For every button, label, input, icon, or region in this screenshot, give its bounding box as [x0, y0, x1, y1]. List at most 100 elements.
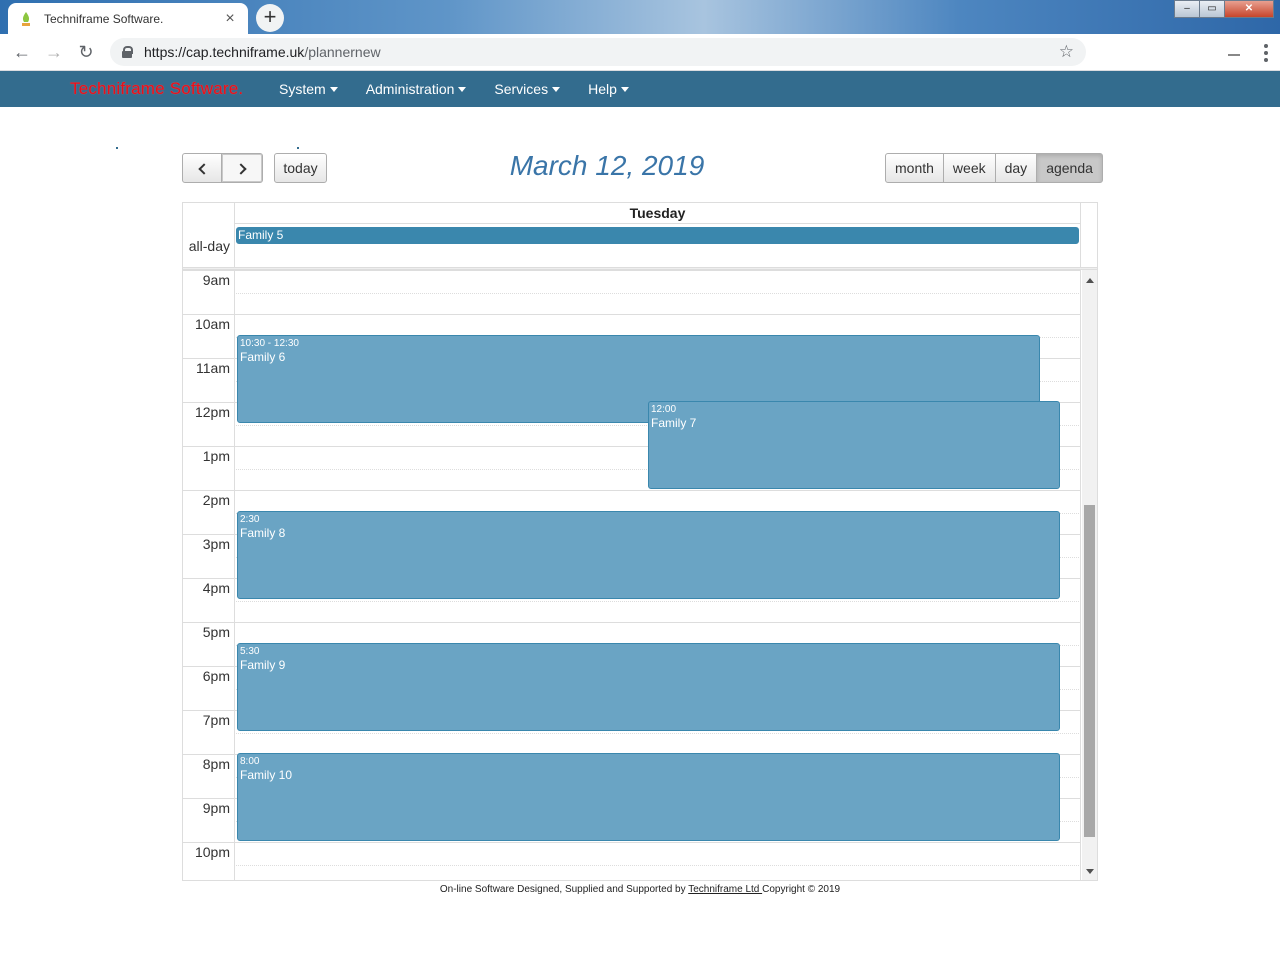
view-day-button[interactable]: day [994, 153, 1038, 183]
view-agenda-button[interactable]: agenda [1036, 153, 1103, 183]
url-host: https://cap.techniframe.uk [144, 44, 305, 60]
browser-tab[interactable]: Techniframe Software. × [8, 3, 248, 34]
scroll-down-arrow-icon[interactable] [1086, 869, 1094, 874]
address-bar[interactable]: https://cap.techniframe.uk/plannernew ☆ [110, 38, 1086, 66]
event-time: 2:30 [240, 514, 260, 525]
prev-button[interactable] [182, 153, 222, 183]
footer-company-link[interactable]: Techniframe Ltd [688, 884, 763, 895]
view-switcher: month week day agenda [885, 153, 1103, 183]
hour-label: 4pm [202, 580, 230, 596]
hour-label: 9pm [202, 800, 230, 816]
menu-services[interactable]: Services [494, 71, 561, 107]
hour-row: 9am [183, 270, 1081, 314]
menu-help[interactable]: Help [588, 71, 629, 107]
hour-label: 1pm [202, 448, 230, 464]
hour-label: 3pm [202, 536, 230, 552]
caret-down-icon [552, 86, 561, 92]
extension-icon[interactable] [1228, 54, 1240, 56]
browser-tabstrip: Techniframe Software. × + – ▭ ✕ [0, 0, 1280, 34]
allday-event[interactable]: Family 5 [236, 227, 1079, 244]
caret-down-icon [620, 86, 629, 92]
reload-button[interactable]: ↻ [78, 42, 94, 62]
menu-services-label: Services [494, 81, 549, 97]
hour-label: 8pm [202, 756, 230, 772]
event-time: 12:00 [651, 404, 677, 415]
event-time: 10:30 - 12:30 [240, 338, 299, 349]
tab-close-icon[interactable]: × [225, 9, 235, 27]
scroll-up-arrow-icon[interactable] [1086, 278, 1094, 283]
day-column-header: Tuesday [234, 203, 1081, 224]
bookmark-star-icon[interactable]: ☆ [1058, 42, 1074, 61]
event-title: Family 10 [240, 768, 293, 782]
event-title: Family 9 [240, 658, 286, 672]
browser-menu-icon[interactable] [1264, 44, 1268, 65]
close-window-button[interactable]: ✕ [1224, 0, 1274, 18]
calendar-grid: Tuesday all-day Family 5 9am 10am 11am 1… [182, 202, 1098, 881]
event-family-6[interactable]: 10:30 - 12:30 Family 6 [237, 335, 1040, 423]
stray-dot [116, 147, 118, 149]
time-grid[interactable]: 9am 10am 11am 12pm 1pm 2pm 3pm 4pm 5pm 6… [183, 270, 1081, 880]
allday-label: all-day [188, 238, 230, 254]
menu-help-label: Help [588, 81, 617, 97]
menu-system[interactable]: System [279, 71, 338, 107]
hour-label: 5pm [202, 624, 230, 640]
main-menu: System Administration Services Help [279, 71, 657, 107]
hour-row: 10pm [183, 842, 1081, 880]
tab-title: Techniframe Software. [44, 11, 164, 26]
hour-label: 2pm [202, 492, 230, 508]
caret-down-icon [329, 86, 338, 92]
view-week-button[interactable]: week [942, 153, 996, 183]
menu-system-label: System [279, 81, 326, 97]
event-title: Family 7 [651, 416, 697, 430]
event-family-7[interactable]: 12:00 Family 7 [648, 401, 1060, 489]
favicon-icon [18, 11, 34, 27]
calendar-title: March 12, 2019 [509, 150, 705, 181]
forward-button[interactable]: → [45, 42, 63, 62]
today-button[interactable]: today [274, 153, 327, 183]
url-text: https://cap.techniframe.uk/plannernew [144, 44, 1059, 60]
url-path: /plannernew [304, 44, 381, 60]
event-time: 8:00 [240, 756, 260, 767]
allday-cell[interactable]: Family 5 [234, 224, 1081, 267]
new-tab-button[interactable]: + [256, 4, 284, 32]
minimize-button[interactable]: – [1174, 0, 1200, 18]
browser-toolbar: ← → ↻ https://cap.techniframe.uk/planner… [0, 34, 1280, 71]
hour-label: 10pm [194, 844, 230, 860]
menu-administration[interactable]: Administration [366, 71, 467, 107]
hour-label: 6pm [202, 668, 230, 684]
footer-copyright: Copyright © 2019 [762, 884, 841, 895]
hour-label: 11am [196, 360, 230, 376]
event-family-9[interactable]: 5:30 Family 9 [237, 643, 1060, 731]
scrollbar-thumb[interactable] [1084, 505, 1095, 837]
menu-administration-label: Administration [365, 81, 455, 97]
event-title: Family 8 [240, 526, 286, 540]
chevron-right-icon [234, 163, 247, 175]
hour-label: 10am [194, 316, 230, 332]
back-button[interactable]: ← [13, 42, 31, 62]
event-time: 5:30 [240, 646, 260, 657]
right-border [1080, 270, 1081, 880]
half-hour-line [234, 293, 1081, 294]
allday-divider [183, 267, 1097, 270]
maximize-button[interactable]: ▭ [1199, 0, 1225, 18]
view-month-button[interactable]: month [885, 153, 944, 183]
next-button[interactable] [221, 153, 263, 183]
brand-logo[interactable]: Techniframe Software. [70, 79, 244, 98]
event-family-10[interactable]: 8:00 Family 10 [237, 753, 1060, 841]
hour-label: 7pm [202, 712, 230, 728]
app-navbar: Techniframe Software. System Administrat… [0, 71, 1280, 107]
lock-icon [122, 46, 133, 58]
half-hour-line [234, 601, 1081, 602]
event-family-8[interactable]: 2:30 Family 8 [237, 511, 1060, 599]
stray-dot [297, 147, 299, 149]
hour-label: 12pm [194, 404, 230, 420]
grid-scrollbar[interactable] [1082, 270, 1097, 880]
window-controls: – ▭ ✕ [1174, 0, 1274, 18]
hour-label: 9am [202, 272, 230, 288]
chevron-left-icon [197, 163, 210, 175]
half-hour-line [234, 865, 1081, 866]
footer-prefix: On-line Software Designed, Supplied and … [439, 884, 689, 895]
event-title: Family 6 [240, 350, 286, 364]
axis-divider [234, 270, 235, 880]
page-footer: On-line Software Designed, Supplied and … [0, 884, 1280, 895]
